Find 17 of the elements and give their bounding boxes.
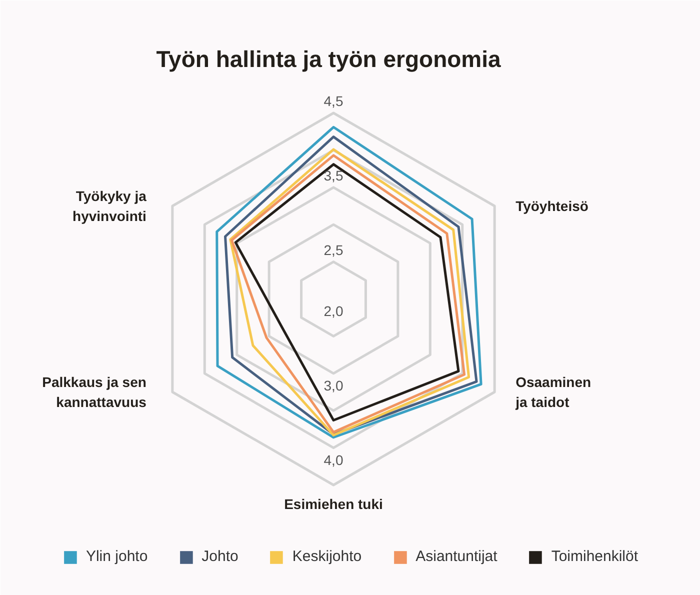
spoke-label: Työyhteisö [516, 198, 588, 214]
spoke-label: Palkkaus ja sen kannattavuus [42, 374, 147, 410]
legend-label: Keskijohto [292, 548, 362, 565]
y-tick-label: 3,5 [324, 167, 344, 184]
spoke-label: Työkyky ja hyvinvointi [72, 188, 147, 224]
spoke-label: Esimiehen tuki [284, 496, 383, 512]
legend-label: Toimihenkilöt [551, 548, 638, 565]
spoke-label: Työn hallinta ja työn ergonomia [156, 46, 502, 72]
y-tick-label: 4,0 [324, 452, 344, 468]
legend-label: Johto [202, 548, 238, 565]
legend-label: Ylin johto [86, 548, 148, 565]
y-tick-label: 4,5 [324, 93, 344, 109]
y-tick-label: 2,0 [324, 303, 344, 319]
spoke-label: Osaaminen ja taidot [514, 374, 592, 410]
legend-label: Asiantuntijat [416, 548, 498, 565]
y-tick-label: 2,5 [324, 242, 344, 258]
y-tick-label: 3,0 [324, 377, 344, 394]
